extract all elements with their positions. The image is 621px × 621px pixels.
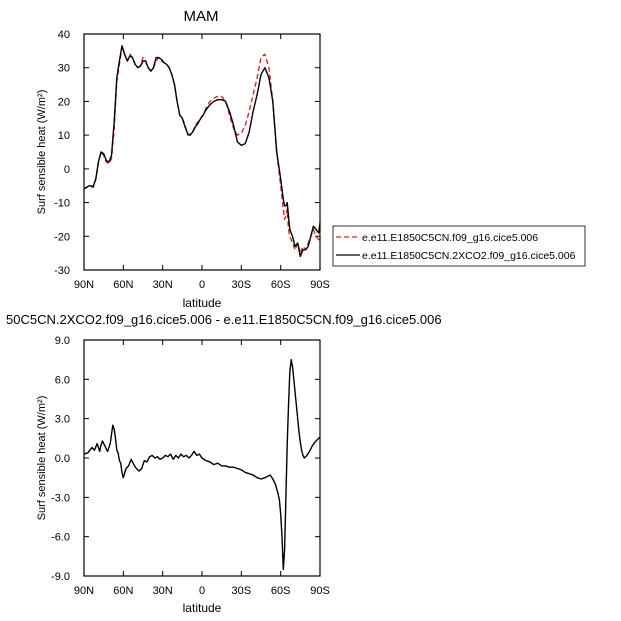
top-x-ticks: 90N 60N 30N 0 30S 60S 90S	[74, 34, 330, 291]
top-x-tick-label: 90S	[310, 279, 330, 291]
top-plot-frame	[83, 33, 321, 271]
top-series-line-2	[83, 45, 321, 258]
top-y-tick-label: 40	[58, 29, 70, 41]
top-x-tick-label: 60S	[271, 279, 291, 291]
bottom-x-tick-label: 60N	[113, 585, 133, 597]
legend-label-control: e.e11.E1850C5CN.f09_g16.cice5.006	[362, 232, 538, 244]
legend-box	[332, 225, 586, 267]
bottom-y-tick-label: 0.0	[55, 453, 70, 465]
top-x-axis-label: latitude	[183, 296, 222, 310]
bottom-x-tick-label: 60S	[271, 585, 291, 597]
top-x-tick-label: 90N	[74, 279, 94, 291]
bottom-y-tick-label: 3.0	[55, 414, 70, 426]
bottom-y-tick-label: -6.0	[51, 532, 70, 544]
bottom-title: 50C5CN.2XCO2.f09_g16.cice5.006 - e.e11.E…	[6, 312, 442, 327]
top-x-tick-label: 30S	[232, 279, 252, 291]
top-y-tick-label: -20	[54, 231, 70, 243]
bottom-y-ticks: -9.0 -6.0 -3.0 0.0 3.0 6.0 9.0	[51, 335, 320, 583]
top-y-ticks: -30 -20 -10 0 10 20 30 40	[54, 29, 320, 277]
bottom-series-lines	[83, 359, 321, 571]
bottom-x-axis-label: latitude	[183, 601, 222, 615]
bottom-y-tick-label: 9.0	[55, 335, 70, 347]
bottom-panel: 50C5CN.2XCO2.f09_g16.cice5.006 - e.e11.E…	[6, 312, 442, 615]
top-y-tick-label: 30	[58, 63, 70, 75]
top-y-tick-label: 10	[58, 130, 70, 142]
bottom-y-tick-label: -9.0	[51, 571, 70, 583]
top-x-tick-label: 60N	[113, 279, 133, 291]
bottom-x-tick-label: 90N	[74, 585, 94, 597]
top-x-tick-label: 0	[199, 279, 205, 291]
bottom-x-tick-label: 30N	[153, 585, 173, 597]
bottom-series-line-1	[83, 359, 321, 571]
top-title: MAM	[184, 8, 219, 25]
legend: e.e11.E1850C5CN.f09_g16.cice5.006 e.e11.…	[332, 225, 586, 267]
bottom-x-tick-label: 30S	[232, 585, 252, 597]
top-y-tick-label: 0	[64, 164, 70, 176]
top-series-lines	[83, 45, 321, 258]
legend-label-2xco2: e.e11.E1850C5CN.2XCO2.f09_g16.cice5.006	[362, 250, 576, 262]
top-series-line-1	[83, 46, 321, 254]
bottom-x-tick-label: 0	[199, 585, 205, 597]
top-y-tick-label: -10	[54, 198, 70, 210]
top-y-tick-label: 20	[58, 96, 70, 108]
bottom-x-tick-label: 90S	[310, 585, 330, 597]
top-x-tick-label: 30N	[153, 279, 173, 291]
top-y-axis-label: Surf sensible heat (W/m²)	[36, 90, 48, 215]
bottom-y-tick-label: -3.0	[51, 492, 70, 504]
top-y-tick-label: -30	[54, 265, 70, 277]
bottom-x-ticks: 90N 60N 30N 0 30S 60S 90S	[74, 340, 330, 597]
bottom-y-tick-label: 6.0	[55, 374, 70, 386]
bottom-y-axis-label: Surf sensible heat (W/m²)	[36, 396, 48, 521]
